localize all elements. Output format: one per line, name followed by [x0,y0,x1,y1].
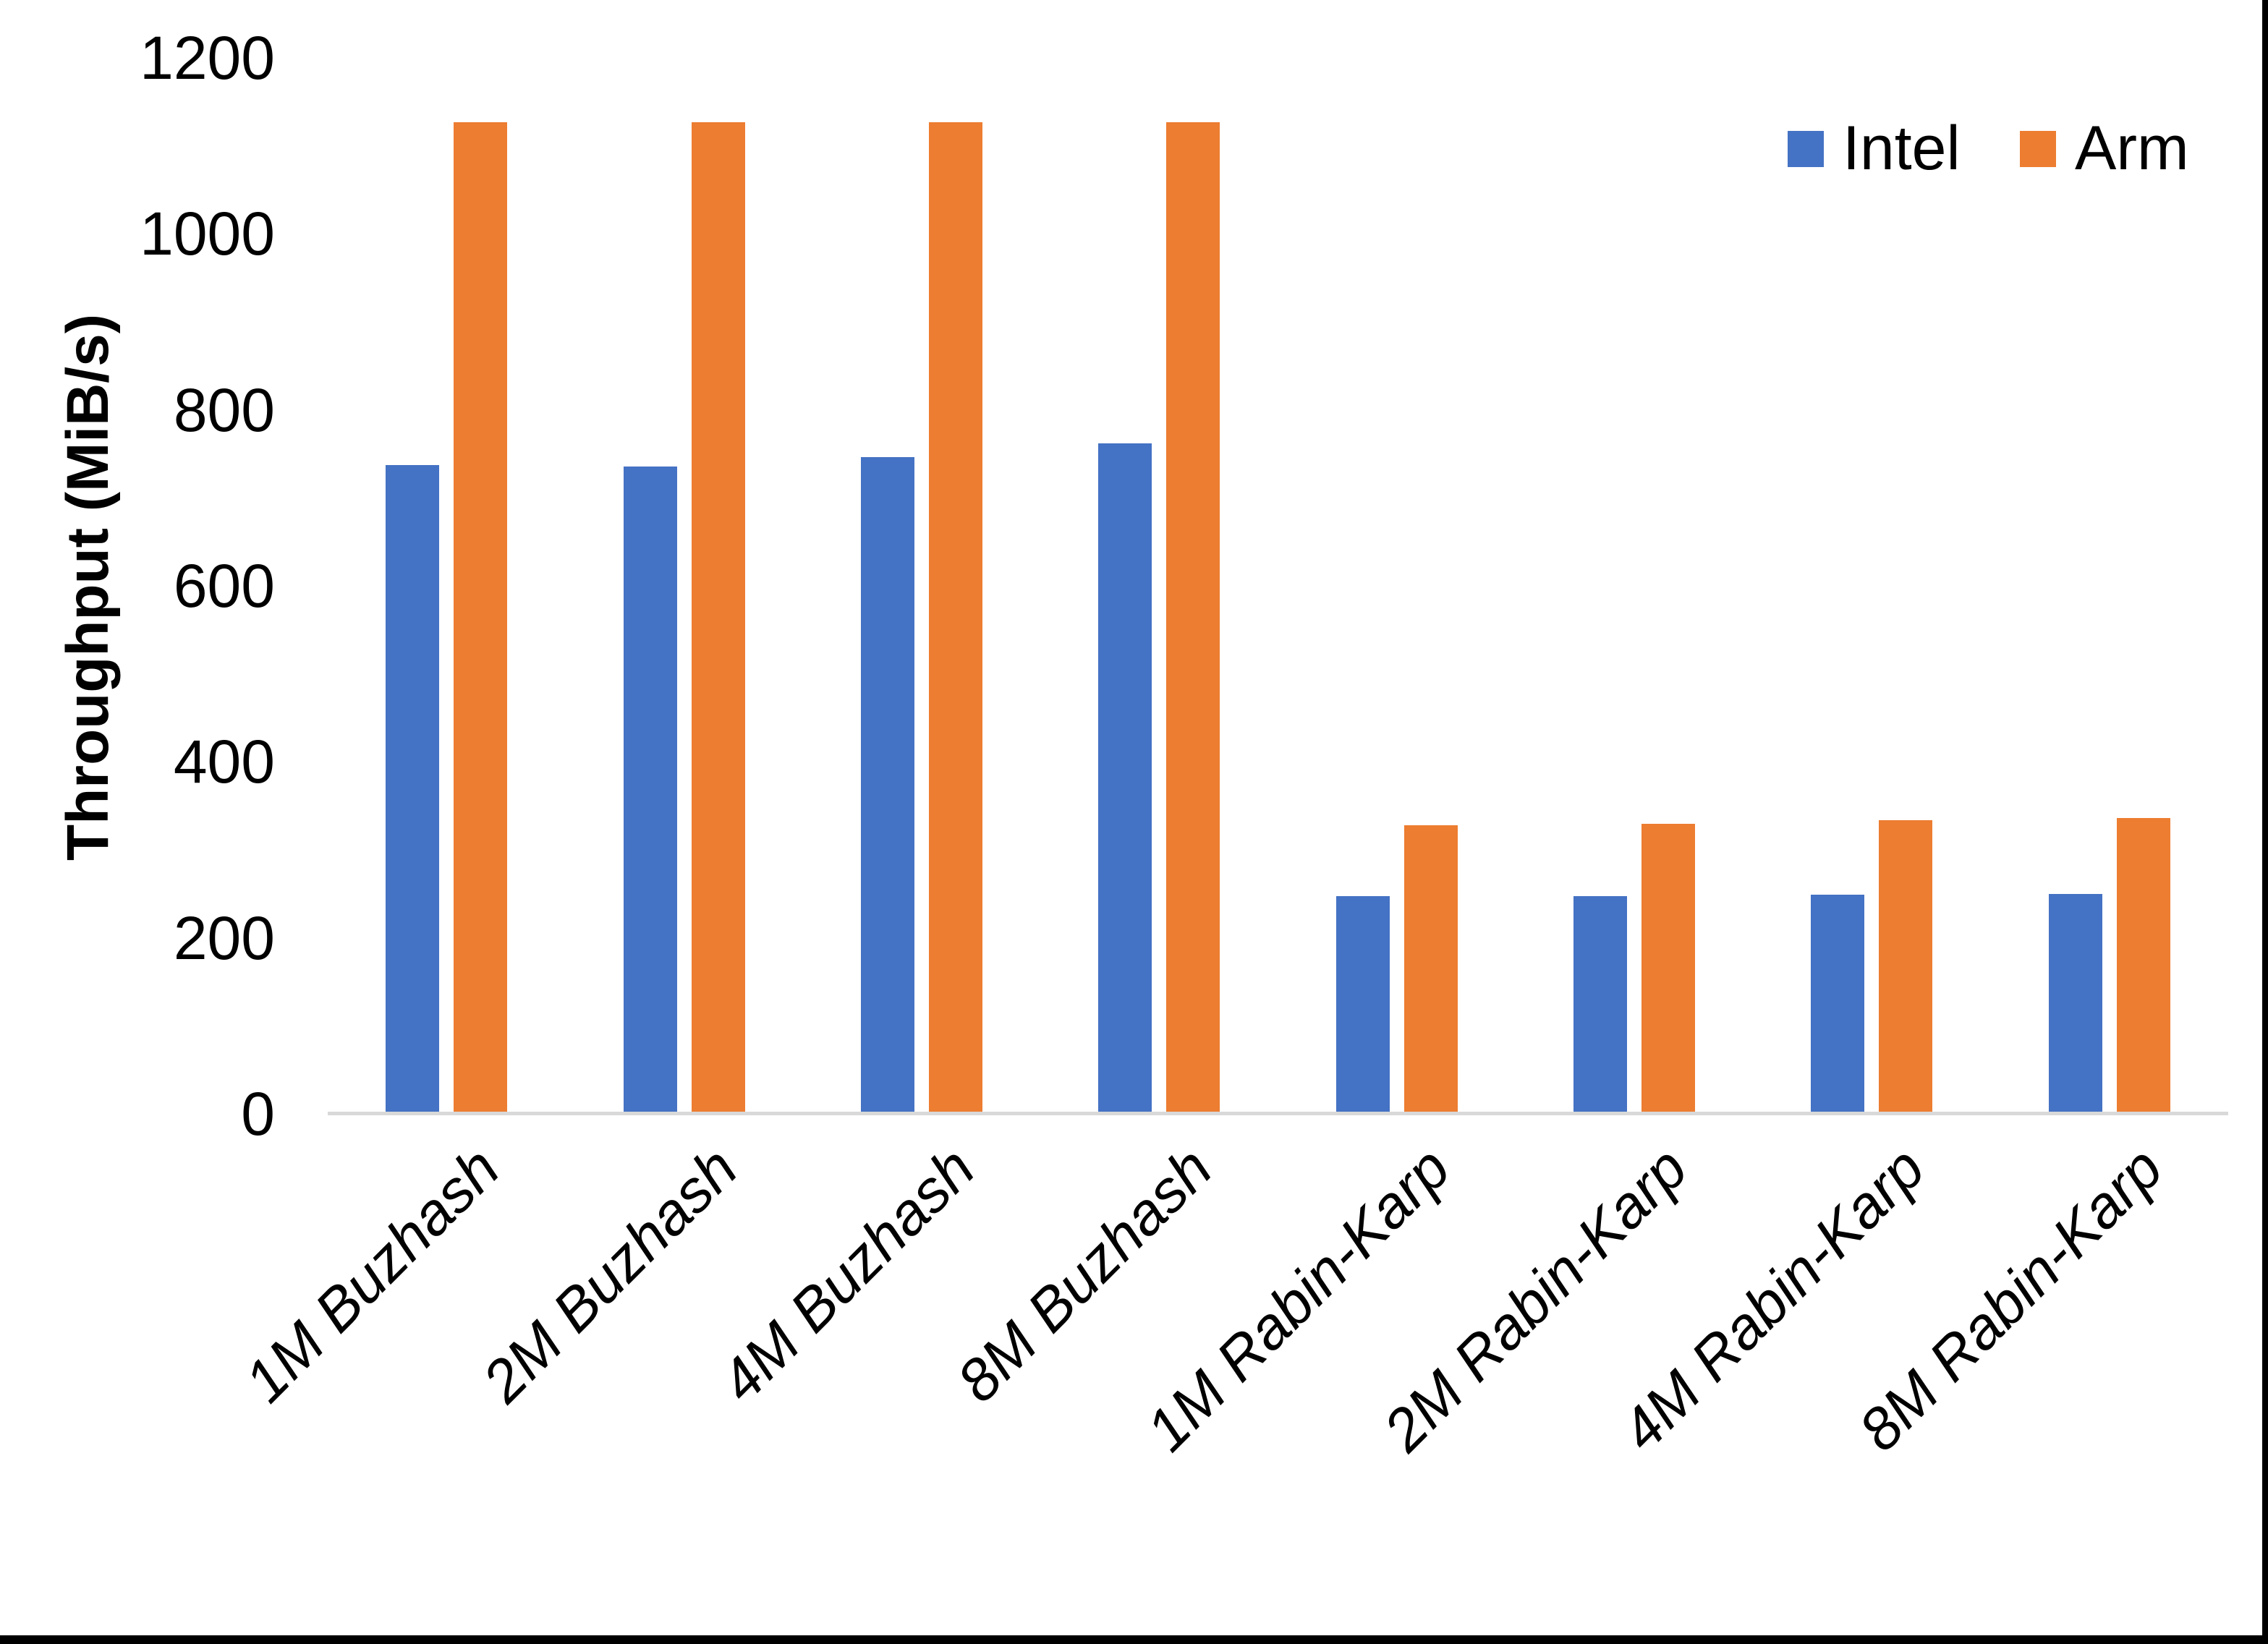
bar-intel-1m-buzhash [386,465,439,1114]
bar-intel-2m-rabin-karp [1573,896,1627,1114]
window-border-bottom [0,1635,2268,1644]
legend-item-arm: Arm [2020,114,2189,183]
bar-arm-8m-buzhash [1166,122,1220,1114]
legend-label-intel: Intel [1843,114,1961,183]
legend-swatch-intel [1788,130,1824,167]
bar-arm-4m-buzhash [929,122,982,1114]
bar-arm-4m-rabin-karp [1879,820,1932,1114]
x-tick-label-4m-rabin-karp: 4M Rabin-Karp [1608,1135,1937,1464]
x-tick-label-2m-rabin-karp: 2M Rabin-Karp [1371,1135,1700,1464]
y-tick-label-0: 0 [241,1080,275,1148]
x-tick-label-8m-rabin-karp: 8M Rabin-Karp [1846,1135,2175,1464]
y-tick-label-400: 400 [173,728,275,796]
legend-swatch-arm [2020,130,2056,167]
bar-arm-2m-buzhash [692,122,745,1114]
x-tick-label-8m-buzhash: 8M Buzhash [945,1135,1225,1415]
bar-intel-1m-rabin-karp [1336,896,1390,1114]
bar-arm-8m-rabin-karp [2117,818,2170,1114]
x-axis-line [328,1112,2228,1115]
x-tick-label-1m-rabin-karp: 1M Rabin-Karp [1134,1135,1463,1464]
y-tick-label-600: 600 [173,552,275,620]
bar-intel-4m-buzhash [861,457,914,1114]
bar-intel-8m-rabin-karp [2049,894,2102,1114]
bar-intel-4m-rabin-karp [1811,895,1864,1114]
y-tick-label-200: 200 [173,903,275,972]
x-tick-label-2m-buzhash: 2M Buzhash [470,1135,750,1415]
y-tick-label-1200: 1200 [140,24,275,92]
window-border-right [2262,0,2268,1644]
x-tick-label-1m-buzhash: 1M Buzhash [232,1135,512,1415]
bar-intel-2m-buzhash [624,467,677,1114]
x-tick-label-4m-buzhash: 4M Buzhash [708,1135,988,1415]
legend-label-arm: Arm [2075,114,2189,183]
bar-arm-1m-buzhash [454,122,507,1114]
bar-intel-8m-buzhash [1098,443,1152,1114]
bar-arm-1m-rabin-karp [1404,825,1458,1114]
legend-item-intel: Intel [1788,114,1961,183]
y-tick-label-1000: 1000 [140,200,275,268]
bar-arm-2m-rabin-karp [1641,824,1695,1114]
y-tick-label-800: 800 [173,375,275,444]
